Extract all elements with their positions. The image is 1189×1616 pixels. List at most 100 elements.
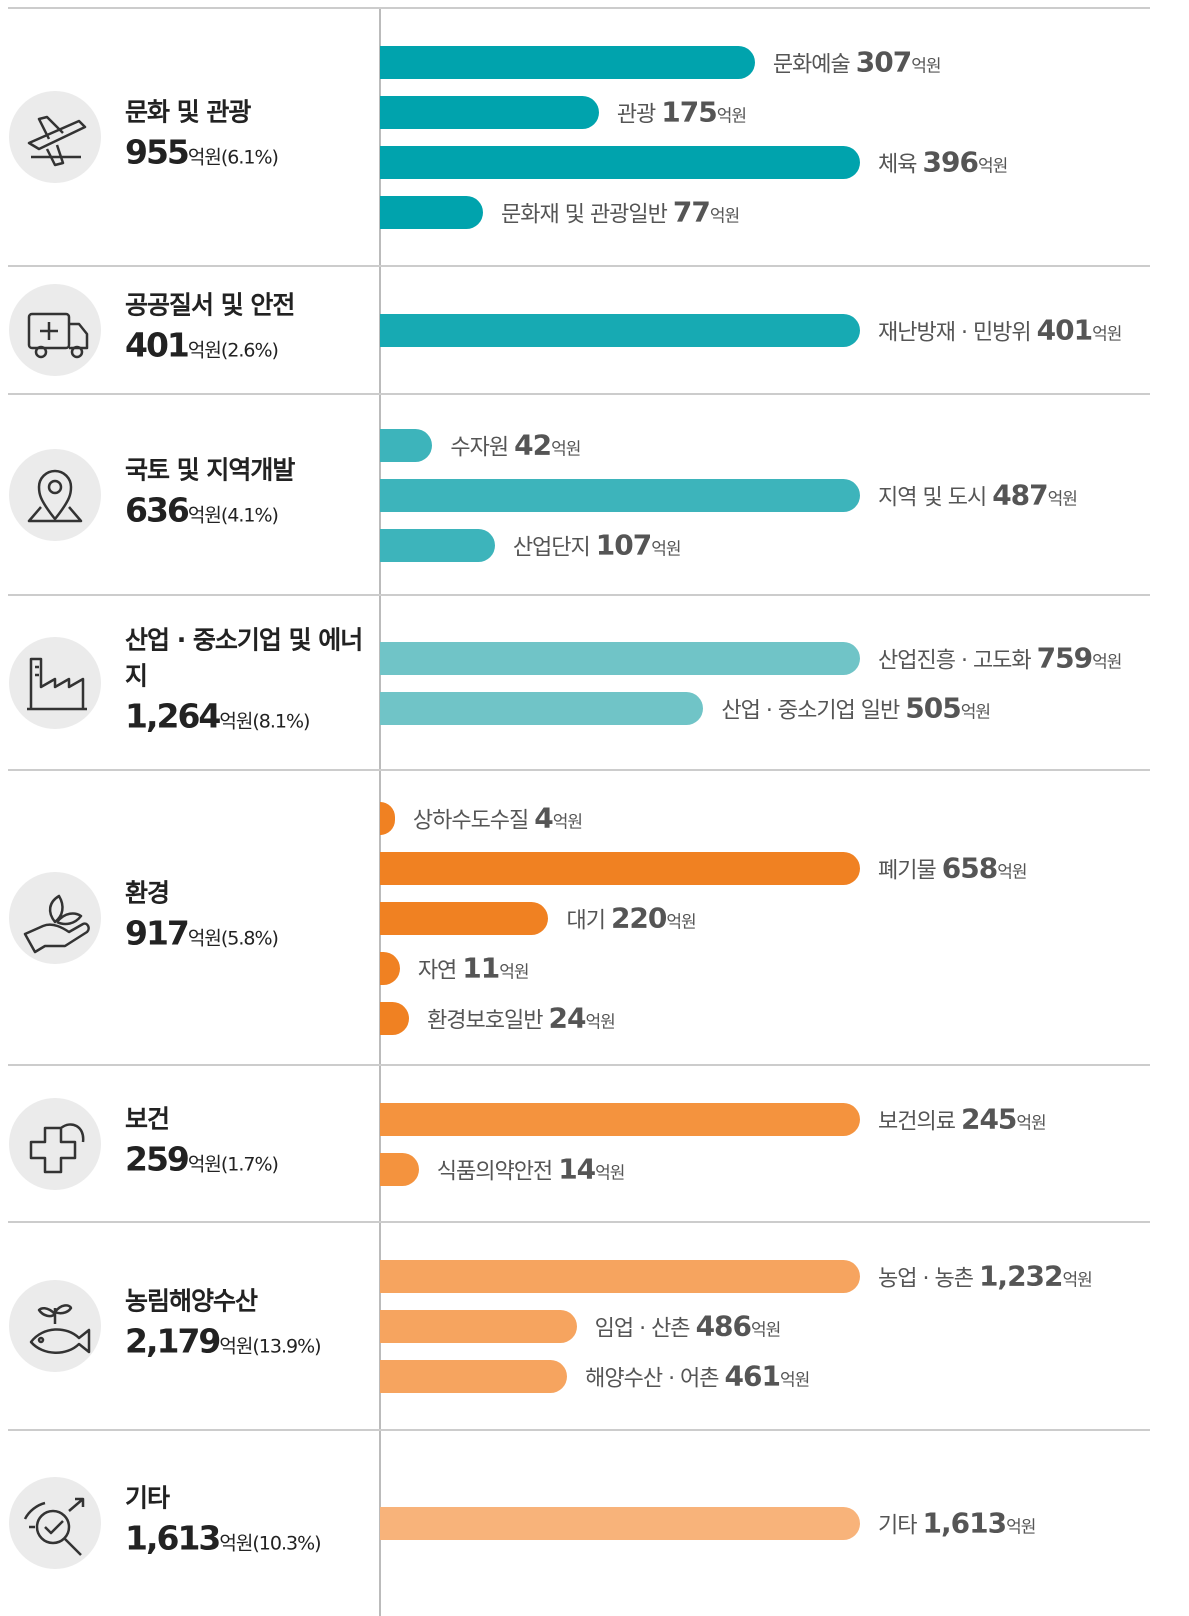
unit: 억원: [187, 927, 222, 949]
unit: 억원: [187, 1153, 222, 1175]
share: (4.1%): [220, 504, 279, 526]
category-name: 산업 · 중소기업 및 에너지: [125, 625, 363, 690]
item-name: 식품의약안전: [436, 1159, 553, 1184]
item-value: 1,613: [922, 1506, 1007, 1540]
unit: 억원: [751, 1320, 781, 1341]
bar: [380, 196, 483, 229]
unit: 억원: [960, 702, 991, 722]
bar: [380, 428, 433, 462]
item-value: 486: [695, 1309, 752, 1343]
item-value: 245: [960, 1102, 1017, 1135]
category-summary: 산업 · 중소기업 및 에너지 1,264억원(8.1%): [125, 622, 365, 743]
bar-label: 체육 396억원: [878, 145, 1008, 179]
category-icon: [9, 1280, 101, 1372]
bar: [380, 1001, 410, 1035]
unit: 억원: [1092, 324, 1122, 345]
total-value: 1,613: [125, 1518, 221, 1558]
bar: [380, 801, 395, 835]
bar: [380, 1360, 568, 1393]
total-value: 955: [125, 132, 190, 172]
row-separator: [8, 1429, 1150, 1431]
unit: 억원: [219, 1335, 253, 1358]
item-name: 지역 및 도시: [878, 485, 987, 510]
unit: 억원: [977, 156, 1008, 177]
item-value: 24: [548, 1001, 587, 1034]
row-separator: [8, 594, 1150, 596]
category-icon: [9, 91, 101, 183]
bar-label: 재난방재 · 민방위 401억원: [878, 313, 1122, 347]
row-separator: [8, 1064, 1150, 1066]
unit: 억원: [709, 206, 740, 227]
category-summary: 국토 및 지역개발 636억원(4.1%): [125, 452, 365, 537]
unit: 억원: [666, 912, 696, 932]
bar-label: 문화예술 307억원: [772, 46, 942, 79]
item-name: 기타: [878, 1513, 917, 1539]
bar-label: 산업단지 107억원: [512, 528, 682, 561]
category-total: 955억원(6.1%): [125, 131, 365, 180]
item-name: 산업 · 중소기업 일반: [721, 698, 900, 723]
unit: 억원: [595, 1163, 625, 1183]
item-name: 수자원: [450, 435, 509, 460]
bar-label: 자연 11억원: [417, 951, 530, 984]
item-name: 문화예술: [772, 52, 851, 78]
category-name: 기타: [125, 1483, 170, 1513]
category-name: 국토 및 지역개발: [125, 455, 295, 484]
category-total: 917억원(5.8%): [125, 911, 365, 960]
category-icon: [9, 1097, 101, 1190]
item-name: 산업단지: [512, 535, 591, 560]
item-value: 401: [1036, 313, 1093, 347]
row-separator: [8, 7, 1150, 9]
share: (1.7%): [220, 1153, 279, 1175]
bar-label: 산업 · 중소기업 일반 505억원: [721, 691, 991, 724]
item-name: 임업 · 산촌: [594, 1316, 691, 1342]
share: (8.1%): [252, 710, 310, 732]
bar-label: 해양수산 · 어촌 461억원: [585, 1360, 810, 1393]
unit: 억원: [187, 339, 222, 362]
category-icon: [9, 871, 101, 964]
item-name: 환경보호일반: [427, 1008, 543, 1033]
unit: 억원: [1092, 652, 1122, 672]
unit: 억원: [585, 1012, 615, 1032]
bar: [380, 96, 599, 129]
bar-label: 보건의료 245억원: [878, 1102, 1047, 1135]
category-total: 636억원(4.1%): [125, 488, 365, 537]
item-value: 14: [558, 1152, 596, 1185]
category-total: 259억원(1.7%): [125, 1137, 365, 1186]
item-name: 산업진흥 · 고도화: [878, 648, 1032, 673]
category-name: 문화 및 관광: [125, 97, 251, 127]
item-name: 보건의료: [878, 1109, 956, 1134]
item-name: 해양수산 · 어촌: [585, 1366, 719, 1392]
category-icon: [9, 448, 101, 541]
bar-label: 기타 1,613억원: [878, 1506, 1036, 1540]
bar-label: 임업 · 산촌 486억원: [594, 1309, 782, 1343]
bar-label: 농업 · 농촌 1,232억원: [878, 1260, 1093, 1293]
share: (6.1%): [220, 146, 279, 169]
unit: 억원: [1006, 1517, 1036, 1538]
item-name: 문화재 및 관광일반: [501, 202, 668, 228]
category-name: 공공질서 및 안전: [125, 290, 295, 320]
item-value: 42: [514, 428, 552, 461]
bar-label: 산업진흥 · 고도화 759억원: [878, 641, 1122, 674]
unit: 억원: [1016, 1113, 1046, 1133]
bar-label: 환경보호일반 24억원: [427, 1001, 616, 1034]
item-value: 220: [610, 901, 667, 934]
category-icon: [9, 1477, 101, 1569]
total-value: 401: [125, 325, 190, 365]
total-value: 259: [125, 1139, 190, 1178]
item-value: 759: [1036, 641, 1093, 674]
item-value: 658: [941, 851, 998, 884]
bar-label: 문화재 및 관광일반 77억원: [501, 196, 740, 229]
unit: 억원: [187, 146, 222, 169]
row-separator: [8, 769, 1150, 771]
unit: 억원: [499, 962, 529, 982]
category-icon: [9, 284, 101, 376]
unit: 억원: [716, 106, 747, 127]
item-value: 107: [595, 528, 652, 561]
bar: [380, 951, 400, 985]
item-name: 상하수도수질: [412, 808, 529, 833]
item-name: 자연: [417, 958, 457, 983]
category-summary: 문화 및 관광 955억원(6.1%): [125, 95, 365, 180]
unit: 억원: [911, 56, 941, 77]
item-value: 396: [922, 145, 978, 179]
